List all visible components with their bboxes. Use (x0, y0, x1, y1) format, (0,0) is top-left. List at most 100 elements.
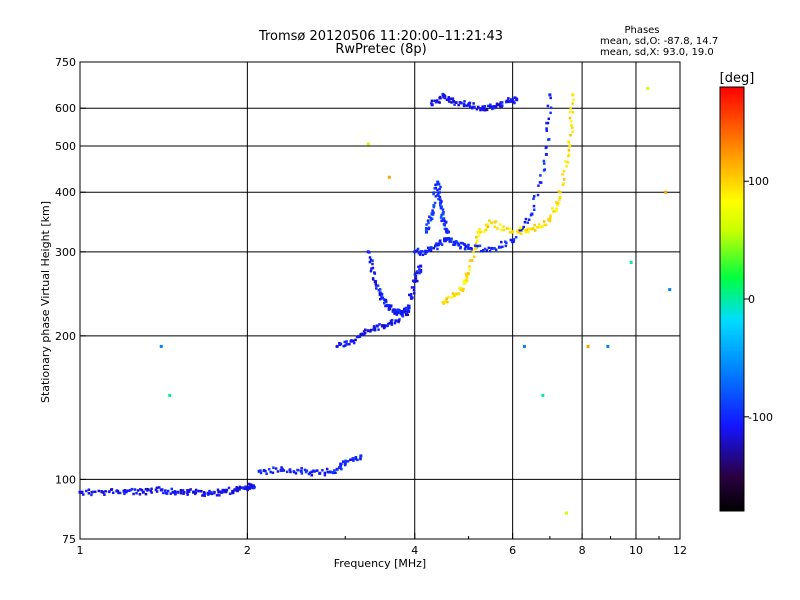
trace-point (499, 223, 502, 226)
trace-point (342, 344, 345, 348)
trace-point (434, 186, 438, 190)
trace-point (343, 340, 347, 344)
trace-point (388, 321, 392, 325)
trace-point (434, 100, 438, 104)
trace-point (92, 490, 95, 494)
trace-point (508, 231, 512, 234)
trace-point (225, 488, 229, 492)
trace-point (443, 227, 447, 231)
trace-point (432, 246, 436, 250)
trace-point (398, 311, 401, 314)
trace-point (464, 272, 468, 276)
trace-point (513, 101, 516, 105)
trace-point (384, 324, 387, 327)
colorbar-tick-label: -100 (748, 411, 773, 424)
trace-point (125, 489, 129, 493)
trace-point (457, 242, 460, 245)
colorbar-label: [deg] (720, 71, 755, 86)
trace-point (87, 492, 91, 495)
x-tick-label: 4 (411, 544, 418, 557)
x-axis-label: Frequency [MHz] (334, 557, 426, 570)
trace-point (539, 174, 542, 177)
data-point (366, 142, 370, 146)
trace-point (352, 459, 355, 462)
trace-point (374, 284, 378, 287)
trace-point (414, 274, 418, 278)
trace-point (288, 468, 291, 472)
data-point (490, 246, 494, 250)
trace-point (494, 220, 498, 223)
data-point (387, 305, 391, 309)
trace-point (466, 272, 470, 275)
trace-point (478, 244, 482, 248)
trace-point (555, 201, 558, 205)
y-tick-label: 600 (55, 102, 76, 115)
data-point (335, 344, 339, 348)
trace-point (406, 313, 410, 317)
trace-point (413, 292, 416, 295)
trace-point (418, 253, 422, 256)
trace-point (182, 491, 186, 494)
trace-point (115, 489, 118, 493)
data-point (351, 339, 355, 343)
trace-point (542, 220, 546, 223)
trace-point (371, 262, 374, 266)
data-point (400, 312, 404, 316)
trace-point (429, 216, 433, 220)
trace-point (432, 204, 435, 207)
trace-point (493, 106, 496, 110)
trace-point (203, 494, 206, 497)
trace-point (228, 492, 232, 496)
trace-point (538, 181, 542, 184)
trace-point (344, 459, 347, 463)
trace-point (244, 485, 247, 488)
colorbar-tick-label: 0 (748, 293, 755, 306)
trace-point (448, 100, 451, 103)
trace-point (427, 227, 430, 231)
trace-point (480, 250, 483, 253)
trace-point (313, 470, 316, 473)
trace-point (562, 182, 565, 185)
trace-point (570, 124, 573, 127)
trace-point (462, 279, 466, 283)
stats-line-o: mean, sd,O: -87.8, 14.7 (600, 36, 718, 47)
trace-point (308, 471, 312, 475)
trace-point (82, 493, 85, 496)
data-point (606, 344, 610, 348)
trace-point (196, 489, 200, 493)
stats-heading: Phases (624, 25, 659, 36)
trace-point (532, 197, 535, 201)
trace-point (502, 225, 505, 228)
trace-point (427, 226, 431, 229)
trace-point (463, 100, 466, 103)
trace-point (369, 328, 373, 332)
trace-point (459, 287, 463, 290)
trace-point (531, 227, 535, 230)
trace-point (479, 108, 482, 112)
trace-point (246, 488, 249, 492)
trace-point (358, 335, 362, 338)
trace-point (520, 232, 523, 236)
trace-point (334, 471, 337, 475)
trace-point (545, 146, 548, 149)
trace-point (390, 322, 393, 325)
data-point (446, 230, 450, 234)
trace-point (462, 287, 465, 291)
trace-point (452, 243, 455, 246)
trace-point (561, 173, 564, 176)
trace-point (402, 307, 406, 311)
trace-point (455, 292, 458, 295)
trace-point (543, 168, 547, 171)
trace-point (136, 489, 140, 492)
trace-point (201, 494, 204, 497)
trace-point (549, 106, 553, 109)
trace-point (133, 488, 137, 491)
trace-point (487, 104, 490, 108)
trace-point (357, 334, 360, 338)
trace-point (304, 470, 308, 474)
trace-point (103, 493, 106, 496)
data-point (343, 461, 347, 465)
trace-point (447, 98, 450, 101)
trace-point (269, 470, 272, 474)
trace-point (409, 295, 413, 298)
